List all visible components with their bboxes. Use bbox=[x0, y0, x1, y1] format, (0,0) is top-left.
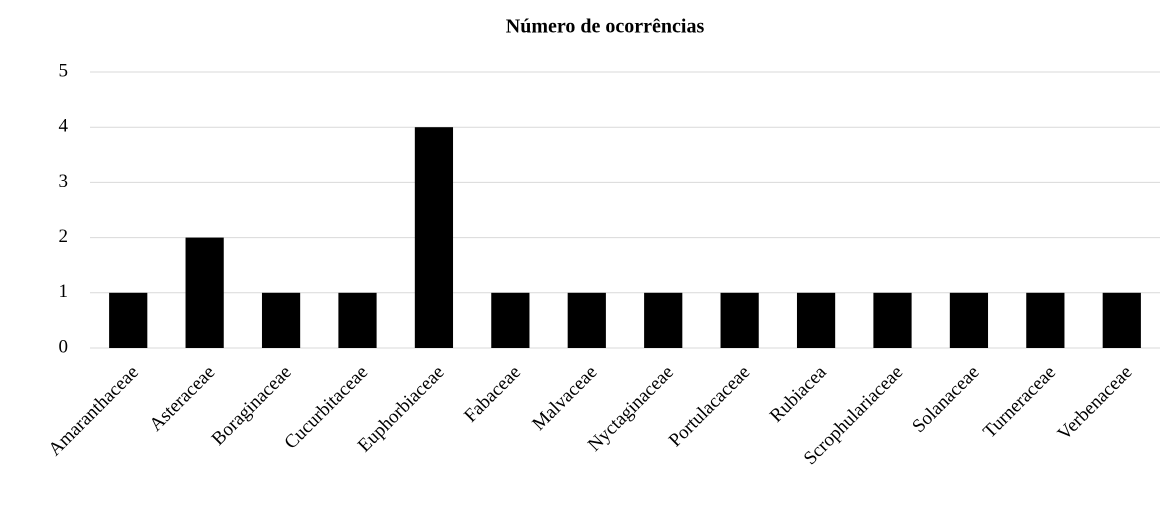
bar bbox=[720, 292, 759, 348]
x-tick-label: Asteraceae bbox=[145, 362, 219, 436]
y-tick-label: 4 bbox=[59, 116, 69, 137]
bar bbox=[185, 237, 224, 348]
bar bbox=[796, 292, 836, 348]
bar bbox=[1026, 292, 1065, 348]
bar bbox=[491, 292, 530, 348]
bar bbox=[414, 127, 454, 348]
bar bbox=[873, 292, 912, 348]
y-tick-label: 2 bbox=[59, 226, 69, 247]
y-tick-label: 0 bbox=[59, 336, 69, 357]
bar bbox=[644, 292, 683, 348]
x-tick-label: Rubiacea bbox=[766, 361, 831, 426]
x-tick-label: Turneraceae bbox=[979, 362, 1060, 443]
chart-title: Número de ocorrências bbox=[506, 16, 705, 38]
x-tick-label: Solanaceae bbox=[908, 362, 983, 437]
bar bbox=[109, 292, 148, 348]
y-tick-label: 1 bbox=[59, 281, 69, 302]
x-tick-label: Amaranthaceae bbox=[44, 362, 142, 460]
bar bbox=[338, 292, 377, 348]
x-tick-label: Malvaceae bbox=[528, 362, 601, 435]
x-tick-label: Portulacaceae bbox=[665, 362, 754, 451]
bar bbox=[567, 292, 606, 348]
x-tick-label: Fabaceae bbox=[460, 362, 525, 427]
bar bbox=[949, 292, 989, 348]
y-tick-label: 5 bbox=[59, 60, 69, 81]
bar bbox=[261, 292, 301, 348]
x-tick-label: Verbenaceae bbox=[1054, 362, 1137, 445]
bar bbox=[1102, 292, 1141, 348]
y-tick-label: 3 bbox=[59, 171, 69, 192]
